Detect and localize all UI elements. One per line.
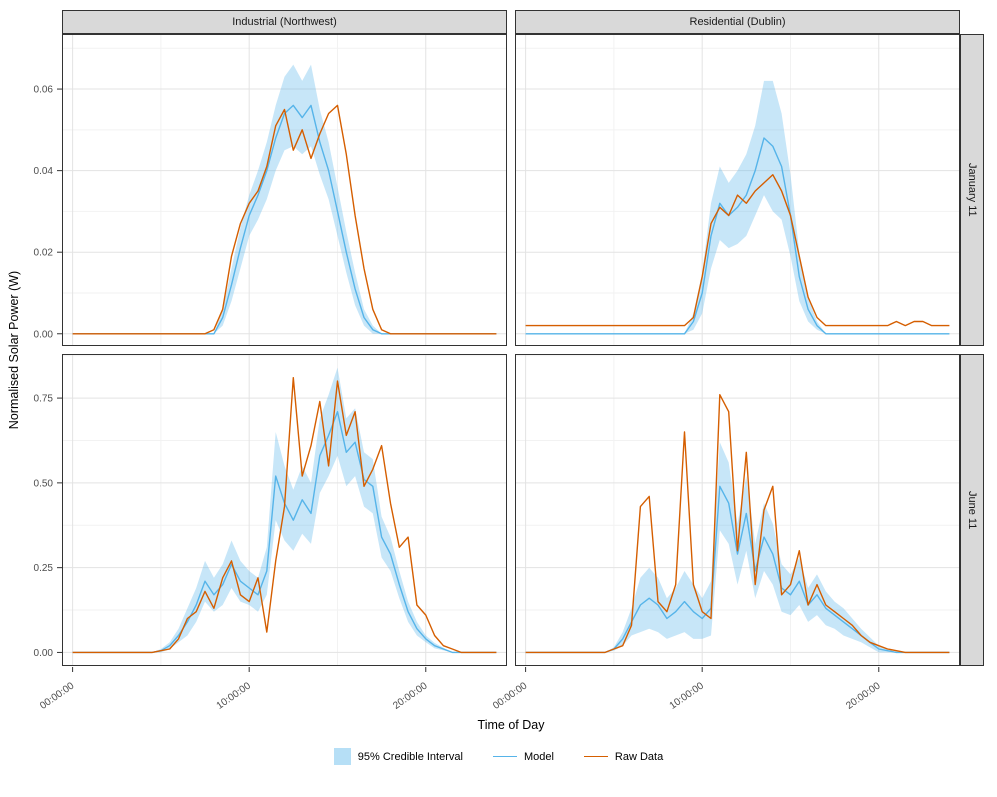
legend-item-raw-data: Raw Data — [583, 750, 664, 763]
model-line — [525, 137, 950, 335]
x-tick-label: 20:00:00 — [844, 680, 883, 712]
x-tick-label: 10:00:00 — [215, 680, 254, 712]
legend-label-credible-interval: 95% Credible Interval — [357, 750, 463, 763]
facet-strip-label: June 11 — [966, 490, 978, 530]
panel-plot-svg — [515, 354, 960, 666]
raw-data-line — [525, 174, 950, 327]
y-tick-label: 0.00 — [34, 329, 54, 340]
facet-strip-label: Industrial (Northwest) — [232, 16, 337, 28]
y-axis-svg: 0.00 0.25 0.50 0.75 — [34, 394, 62, 659]
x-axis-title: Time of Day — [477, 718, 545, 732]
credible-interval-ribbon — [72, 64, 497, 334]
y-tick-label: 0.75 — [34, 394, 54, 405]
panel-january-industrial — [62, 34, 507, 346]
x-axis-residential: 00:00:00 10:00:00 20:00:00 — [491, 667, 960, 717]
legend-label-model: Model — [523, 750, 554, 763]
panel-border — [515, 354, 960, 666]
legend-item-credible-interval: 95% Credible Interval — [333, 748, 463, 765]
y-tick-label: 0.25 — [34, 563, 54, 574]
x-axis-industrial: 00:00:00 10:00:00 20:00:00 — [38, 667, 507, 717]
legend: 95% Credible Interval Model Raw Data — [0, 748, 997, 765]
facet-strip-residential: Residential (Dublin) — [515, 10, 960, 34]
x-tick-label: 20:00:00 — [391, 680, 430, 712]
y-tick-label: 0.06 — [34, 85, 54, 96]
panel-june-residential — [515, 354, 960, 666]
panel-plot-svg — [62, 354, 507, 666]
panel-border — [62, 354, 507, 666]
model-line-swatch-icon — [492, 756, 517, 757]
y-axis-january: 0.00 0.02 0.04 0.06 — [0, 34, 62, 346]
facet-strip-industrial: Industrial (Northwest) — [62, 10, 507, 34]
panel-border — [515, 34, 960, 346]
x-axis-svg: 00:00:00 10:00:00 20:00:00 — [38, 667, 430, 712]
facet-strip-label: January 11 — [966, 163, 978, 217]
facet-strip-january: January 11 — [960, 34, 984, 346]
y-tick-label: 0.02 — [34, 248, 54, 259]
legend-label-raw-data: Raw Data — [614, 750, 664, 763]
x-tick-label: 00:00:00 — [38, 680, 77, 712]
panel-plot-svg — [515, 34, 960, 346]
panel-plot-svg — [62, 34, 507, 346]
y-axis-title: Normalised Solar Power (W) — [7, 270, 21, 430]
credible-interval-swatch-icon — [333, 748, 351, 765]
y-axis-june: 0.00 0.25 0.50 0.75 — [0, 354, 62, 666]
x-tick-label: 10:00:00 — [668, 680, 707, 712]
x-axis-svg: 00:00:00 10:00:00 20:00:00 — [491, 667, 883, 712]
panel-border — [62, 34, 507, 346]
raw-data-line — [72, 377, 497, 654]
y-tick-label: 0.50 — [34, 478, 54, 489]
raw-data-line-swatch-icon — [583, 756, 608, 757]
facet-strip-label: Residential (Dublin) — [689, 16, 786, 28]
y-tick-label: 0.04 — [34, 166, 54, 177]
raw-data-line — [525, 394, 950, 654]
panel-june-industrial — [62, 354, 507, 666]
y-axis-svg: 0.00 0.02 0.04 0.06 — [34, 85, 62, 340]
raw-data-line — [72, 104, 497, 335]
legend-item-model: Model — [492, 750, 554, 763]
panel-january-residential — [515, 34, 960, 346]
y-tick-label: 0.00 — [34, 648, 54, 659]
facet-strip-june: June 11 — [960, 354, 984, 666]
